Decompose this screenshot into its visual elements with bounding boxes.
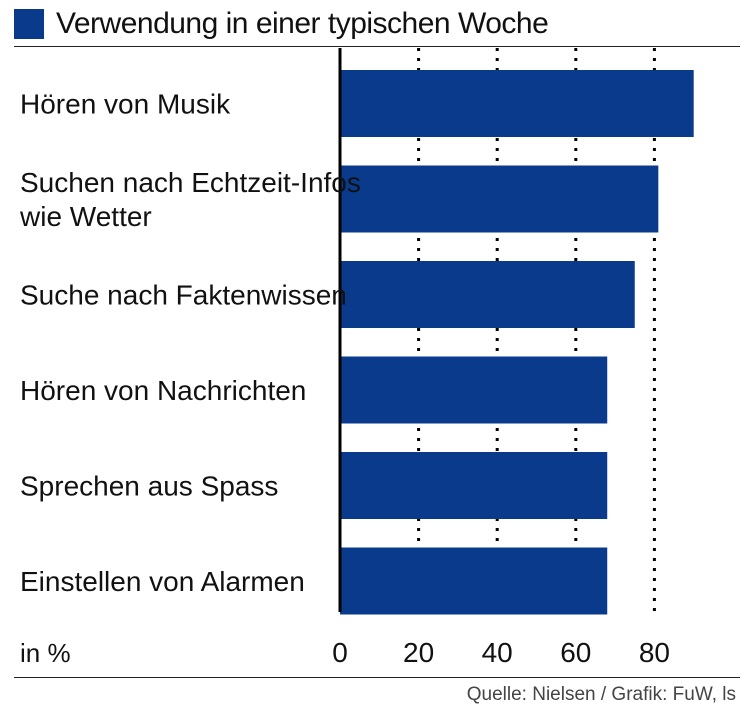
bar-0 bbox=[340, 70, 694, 137]
x-axis-label: in % bbox=[20, 638, 71, 668]
bar-3 bbox=[340, 356, 608, 424]
tick-labels: 0 20 40 60 80 bbox=[332, 637, 670, 668]
top-rule bbox=[14, 46, 740, 47]
category-labels: Hören von Musik Suchen nach Echtzeit-Info… bbox=[19, 89, 361, 598]
category-label-1-line-0: Suchen nach Echtzeit-Infos bbox=[20, 167, 361, 198]
category-label-3: Hören von Nachrichten bbox=[20, 375, 306, 406]
chart-title-bar: Verwendung in einer typischen Woche bbox=[14, 4, 549, 44]
bar-1 bbox=[340, 165, 659, 233]
bar-4 bbox=[340, 452, 608, 519]
bar-2 bbox=[340, 261, 635, 328]
category-label-4: Sprechen aus Spass bbox=[20, 471, 278, 502]
bars bbox=[340, 70, 694, 615]
category-label-5: Einstellen von Alarmen bbox=[20, 566, 305, 597]
category-label-0: Hören von Musik bbox=[20, 89, 231, 120]
source-note: Quelle: Nielsen / Grafik: FuW, ls bbox=[466, 684, 736, 705]
chart-title: Verwendung in einer typischen Woche bbox=[56, 7, 549, 40]
tick-label-40: 40 bbox=[482, 637, 513, 668]
category-label-2: Suche nach Faktenwissen bbox=[20, 280, 347, 311]
category-label-1-line-1: wie Wetter bbox=[19, 201, 152, 232]
tick-label-20: 20 bbox=[403, 637, 434, 668]
bottom-rule bbox=[14, 677, 740, 678]
bar-5 bbox=[340, 547, 608, 615]
tick-label-80: 80 bbox=[639, 637, 670, 668]
tick-label-0: 0 bbox=[332, 637, 348, 668]
tick-label-60: 60 bbox=[560, 637, 591, 668]
legend-swatch bbox=[14, 9, 44, 39]
